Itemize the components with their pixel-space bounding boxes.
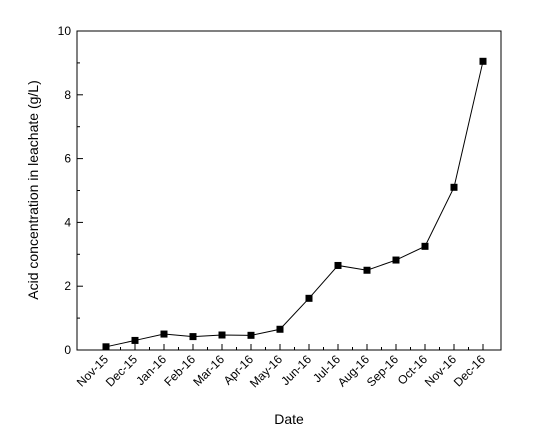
x-tick-label: Jun-16 xyxy=(278,352,314,388)
x-tick-label: May-16 xyxy=(247,352,285,390)
data-point xyxy=(218,331,226,339)
x-axis: Nov-15Dec-15Jan-16Feb-16Mar-16Apr-16May-… xyxy=(74,344,488,390)
data-point xyxy=(450,183,458,191)
y-tick-label: 6 xyxy=(64,152,71,166)
x-tick-label: Dec-15 xyxy=(103,352,140,389)
data-point xyxy=(421,242,429,250)
data-point xyxy=(305,294,313,302)
y-tick-label: 2 xyxy=(64,279,71,293)
data-point xyxy=(392,256,400,264)
data-point xyxy=(102,343,110,351)
series-line xyxy=(105,61,484,348)
y-tick-label: 8 xyxy=(64,88,71,102)
plot-frame xyxy=(76,30,502,351)
y-tick-label: 10 xyxy=(58,24,72,38)
y-tick-label: 4 xyxy=(64,215,71,229)
x-tick-label: Dec-16 xyxy=(451,352,488,389)
series-layer xyxy=(102,57,487,351)
data-point xyxy=(276,325,284,333)
data-point xyxy=(131,336,139,344)
x-tick-label: Sep-16 xyxy=(364,352,401,389)
x-tick-label: Nov-16 xyxy=(422,352,459,389)
data-point xyxy=(189,333,197,341)
x-tick-label: Mar-16 xyxy=(190,352,227,389)
data-point xyxy=(160,330,168,338)
y-axis: 0 2 4 6 8 10 xyxy=(58,24,83,357)
x-tick-label: Aug-16 xyxy=(335,352,372,389)
y-axis-title: Acid concentration in leachate (g/L) xyxy=(25,80,41,299)
x-tick-label: Nov-15 xyxy=(74,352,111,389)
data-point xyxy=(363,266,371,274)
x-tick-label: Feb-16 xyxy=(161,352,198,389)
data-point xyxy=(247,331,255,339)
data-point xyxy=(334,261,342,269)
x-axis-title: Date xyxy=(274,411,304,427)
data-point xyxy=(479,57,487,65)
y-tick-label: 0 xyxy=(64,343,71,357)
